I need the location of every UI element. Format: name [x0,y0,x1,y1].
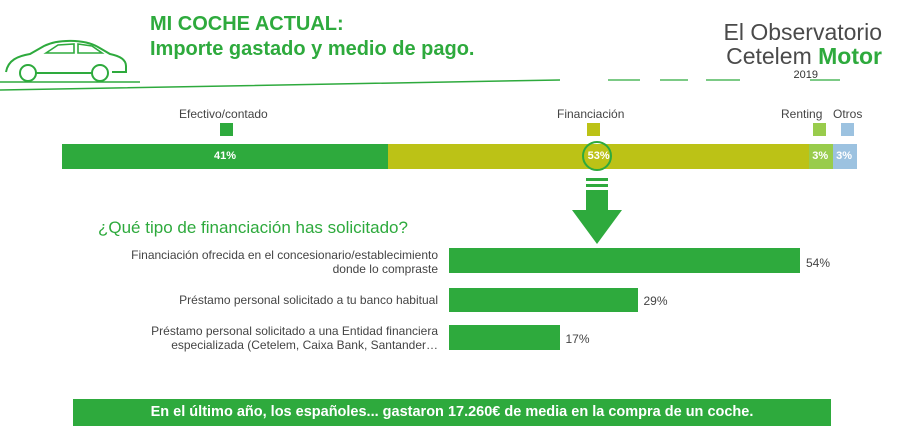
brand-line1: El Observatorio [723,19,882,45]
legend-label-efectivo: Efectivo/contado [179,107,268,121]
data-label-efectivo: 41% [213,150,236,162]
brand-logo: El Observatorio Cetelem Motor [723,20,882,68]
car-outline-icon [0,39,140,83]
data-label: 29% [643,294,668,308]
legend-swatch-efectivo [220,123,233,136]
category-label-line: Préstamo personal solicitado a una Entid… [151,324,438,338]
category-label: Préstamo personal solicitado a tu banco … [78,293,438,307]
bar-segment-otros: 3% [833,144,857,169]
page-subtitle: Importe gastado y medio de pago. [150,38,475,60]
legend-label-renting: Renting [781,107,823,121]
category-label-line: Financiación ofrecida en el concesionari… [131,248,438,262]
brand-line2: Cetelem Motor [723,44,882,68]
bar [449,248,800,273]
title-block: MI COCHE ACTUAL: Importe gastado y medio… [150,12,475,62]
header-rule [0,79,840,91]
data-label: 54% [806,256,831,270]
footer-banner: En el último año, los españoles... gasta… [73,399,831,426]
payment-method-chart: Efectivo/contado Financiación Renting Ot… [0,100,900,180]
category-label: Préstamo personal solicitado a una Entid… [78,324,438,352]
stacked-bar: 41% 53% 3% 3% [62,144,857,169]
legend-label-financiacion: Financiación [557,107,625,121]
category-label-line: donde lo compraste [332,262,438,276]
legend-swatch-renting [813,123,826,136]
brand-motor: Motor [818,43,882,69]
data-label: 17% [565,332,590,346]
legend-label-otros: Otros [833,107,863,121]
financing-question: ¿Qué tipo de financiación has solicitado… [98,218,408,237]
category-label: Financiación ofrecida en el concesionari… [78,248,438,276]
highlight-ring [582,141,612,171]
header: MI COCHE ACTUAL: Importe gastado y medio… [0,0,900,100]
legend-swatch-otros [841,123,854,136]
brand-name: Cetelem [726,43,819,69]
bar-segment-renting: 3% [809,144,834,169]
legend-swatch-financiacion [587,123,600,136]
page-title: MI COCHE ACTUAL: [150,13,344,35]
data-label-otros: 3% [836,150,853,162]
bar-segment-efectivo: 41% [62,144,388,169]
category-label-line: especializada (Cetelem, Caixa Bank, Sant… [171,338,438,352]
arrow-down-icon [572,178,622,244]
data-label-renting: 3% [812,150,829,162]
bar [449,288,638,312]
category-label-line: Préstamo personal solicitado a tu banco … [179,293,438,307]
brand-year: 2019 [793,69,818,81]
bar [449,325,560,350]
